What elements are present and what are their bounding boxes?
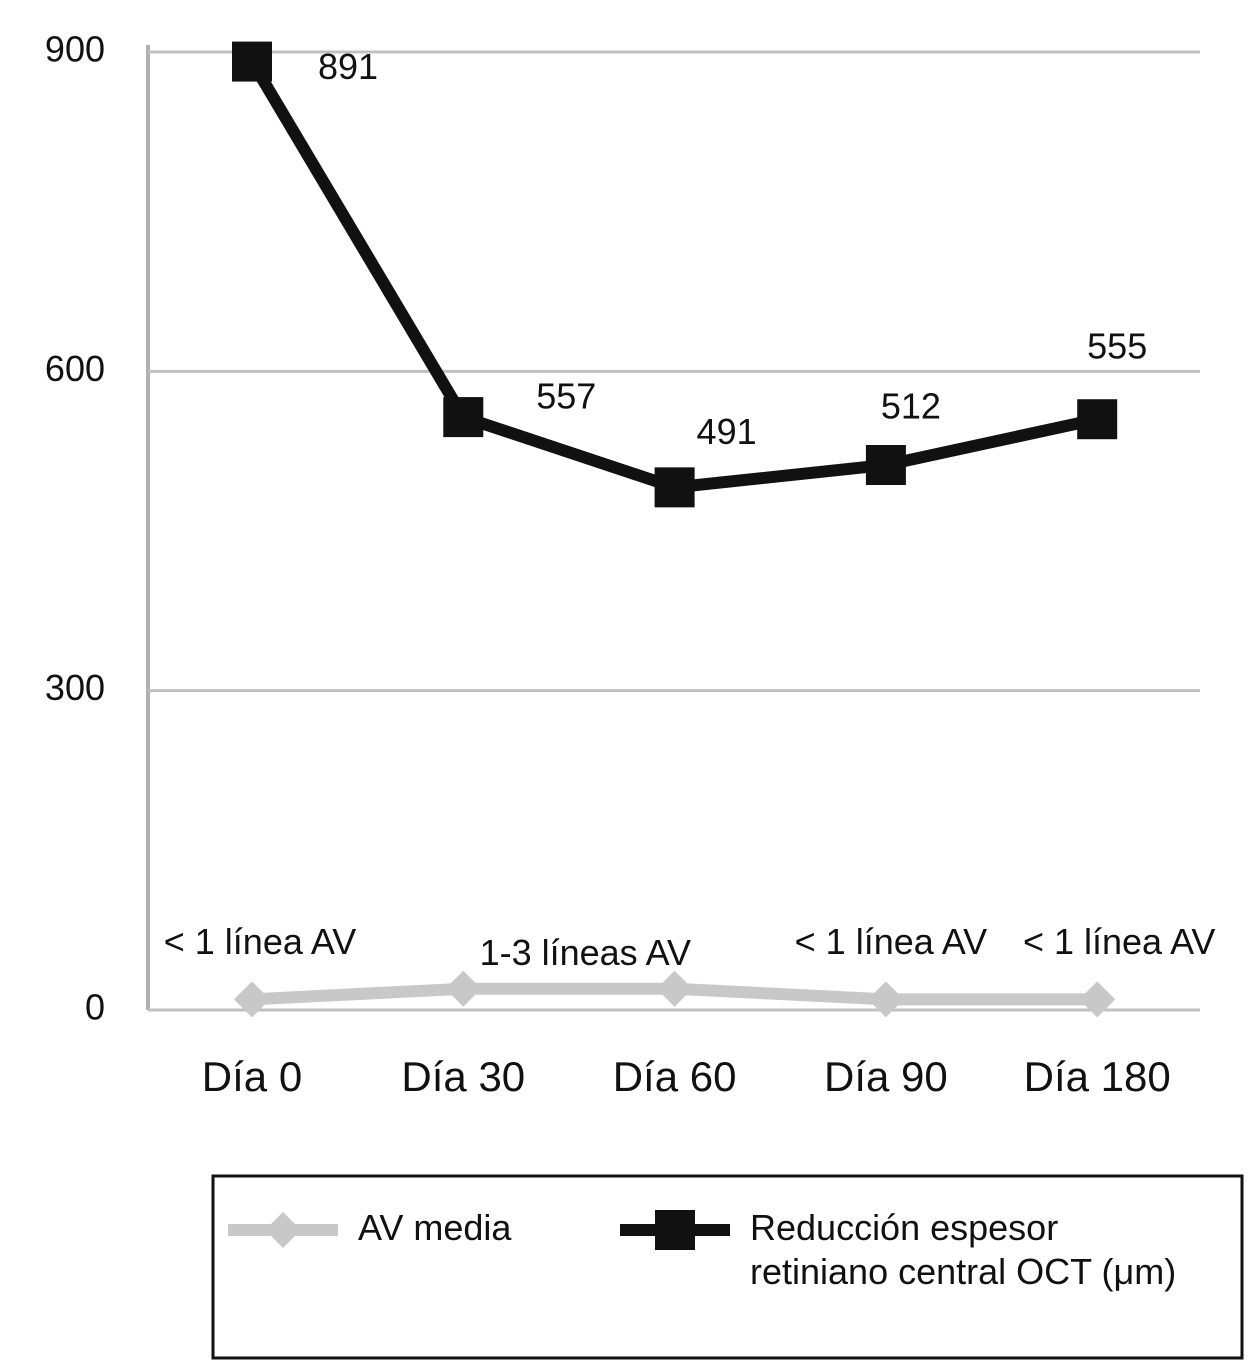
line (246, 58, 1099, 494)
y-tick-label: 900 (45, 29, 105, 70)
legend-box (211, 1174, 1244, 1360)
data-label: < 1 línea AV (795, 921, 987, 962)
marker (234, 981, 270, 1018)
marker (265, 1212, 301, 1248)
data-label: < 1 línea AV (164, 921, 356, 962)
y-tick-label: 600 (45, 348, 105, 389)
data-label: 555 (1087, 326, 1147, 367)
legend-label: AV media (358, 1207, 512, 1248)
x-tick-label: Día 180 (1024, 1053, 1171, 1100)
y-tick-label: 0 (85, 987, 105, 1028)
legend-text: Reducción espesor retiniano central OCT … (750, 1207, 1177, 1292)
marker (656, 970, 693, 1007)
series: 891 557 491 512 555 (232, 41, 1147, 508)
x-tick-label: Día 0 (202, 1053, 302, 1100)
legend-text: AV media (358, 1207, 512, 1248)
marker (1077, 399, 1118, 440)
marker (1079, 981, 1116, 1018)
x-tick-label: Día 90 (824, 1053, 948, 1100)
marker (655, 1210, 695, 1250)
data-label: 1-3 líneas AV (480, 932, 691, 973)
x-tick-label: Día 30 (401, 1053, 525, 1100)
data-label: < 1 línea AV (1023, 921, 1215, 962)
x-tick-label: Día 60 (613, 1053, 737, 1100)
marker (445, 970, 482, 1007)
y-tick-label: 300 (45, 667, 105, 708)
marker (443, 397, 484, 438)
data-label: 891 (318, 46, 378, 87)
series: < 1 línea AV 1-3 líneas AV < 1 línea AV < 1… (164, 921, 1215, 1018)
legend-item: AV media (228, 1207, 512, 1248)
marker (865, 445, 906, 486)
marker (654, 467, 695, 508)
legend-label: Reducción espesor retiniano central OCT … (750, 1207, 1177, 1292)
data-label: 512 (881, 386, 941, 427)
data-label: 491 (697, 411, 757, 452)
marker (232, 41, 272, 82)
legend-item: Reducción espesor retiniano central OCT … (620, 1207, 1177, 1292)
data-label: 557 (536, 376, 596, 417)
marker (867, 981, 904, 1018)
